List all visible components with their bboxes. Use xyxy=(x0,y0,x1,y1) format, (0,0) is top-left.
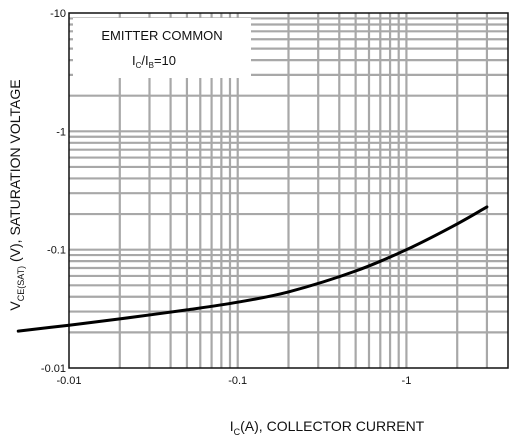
x-tick-labels: -0.01 -0.1 -1 xyxy=(56,375,411,387)
y-tick-labels: -0.01 -0.1 -1 -10 xyxy=(41,8,66,375)
y-axis-label: VCE(SAT) (V), SATURATION VOLTAGE xyxy=(7,79,26,310)
y-tick-label: -0.01 xyxy=(41,363,66,375)
legend-box: EMITTER COMMON IC/IB=10 xyxy=(73,18,251,78)
x-axis-symbol: I xyxy=(230,418,234,434)
y-axis-subscript: CE(SAT) xyxy=(16,266,26,301)
plot-frame xyxy=(68,12,509,369)
legend-background xyxy=(73,18,251,78)
y-axis-text: (V), SATURATION VOLTAGE xyxy=(7,79,23,265)
x-axis-label: IC(A), COLLECTOR CURRENT xyxy=(230,418,425,437)
legend-ib-subscript: B xyxy=(149,61,154,70)
y-tick-label: -0.1 xyxy=(47,245,66,257)
x-tick-label: -0.01 xyxy=(56,375,81,387)
legend-condition: IC/IB=10 xyxy=(132,53,176,70)
y-tick-label: -10 xyxy=(50,8,66,20)
legend-ic-subscript: C xyxy=(136,61,142,70)
legend-title: EMITTER COMMON xyxy=(101,28,222,43)
y-tick-label: -1 xyxy=(56,126,66,138)
y-axis-symbol: V xyxy=(7,301,23,311)
legend-ic-symbol: I xyxy=(132,53,136,68)
x-tick-label: -1 xyxy=(402,375,412,387)
x-axis-text: (A), COLLECTOR CURRENT xyxy=(240,418,425,434)
x-tick-label: -0.1 xyxy=(228,375,247,387)
data-line xyxy=(16,205,489,333)
legend-ib-symbol: /I xyxy=(141,53,148,68)
x-axis-subscript: C xyxy=(234,427,241,437)
legend-ratio: =10 xyxy=(154,53,176,68)
